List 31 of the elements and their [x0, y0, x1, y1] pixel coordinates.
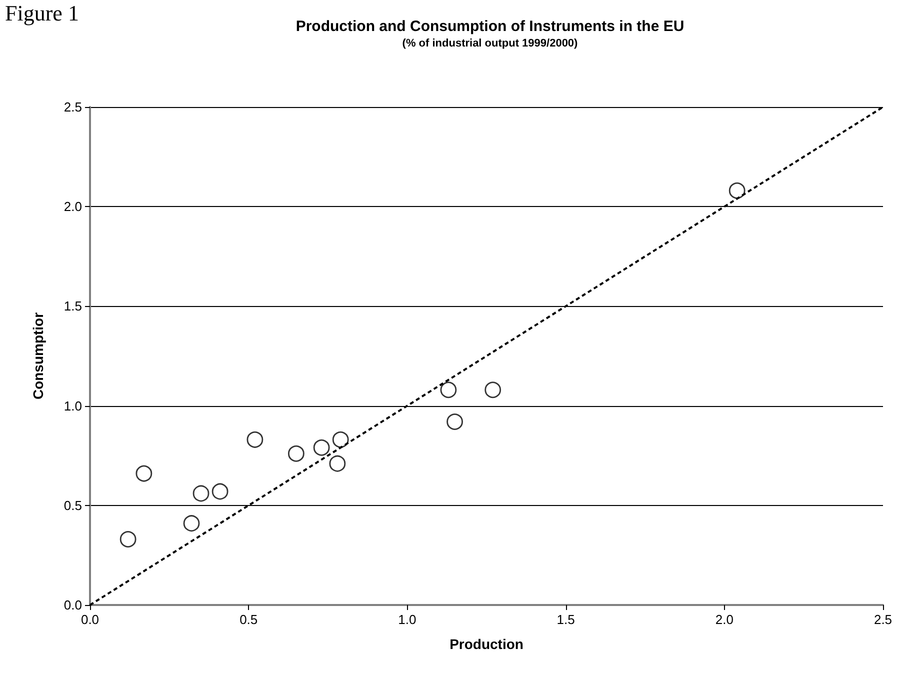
- point: [484, 382, 502, 398]
- y-tick-label: 2.5: [64, 100, 82, 114]
- point: [446, 414, 463, 430]
- point: [332, 431, 349, 448]
- point: [728, 182, 746, 199]
- y-tick-label: 1.5: [64, 298, 82, 314]
- x-tick-label: 2.0: [715, 612, 734, 627]
- point: [288, 445, 304, 462]
- point: [440, 382, 457, 398]
- x-tick-label: 1.0: [398, 612, 416, 627]
- chart-title: Production and Consumption of Instruments in the EU: [296, 18, 684, 35]
- point: [183, 515, 200, 532]
- y-tick-label: 2.0: [64, 199, 82, 214]
- point: [120, 531, 136, 548]
- caption: Figure 1: [5, 0, 79, 26]
- point: [192, 485, 210, 502]
- y-tick-label: 1.0: [64, 398, 82, 414]
- point: [313, 439, 330, 456]
- x-tick-label: 0.5: [240, 612, 258, 627]
- y-tick-label: 0.5: [64, 498, 82, 513]
- point: [329, 455, 346, 472]
- y-tick-label: 0.0: [64, 598, 82, 612]
- chart-subtitle: (% of industrial output 1999/2000): [402, 38, 578, 50]
- x-axis-title: Production: [450, 636, 524, 652]
- x-tick-label: 1.5: [556, 612, 575, 627]
- x-tick-label: 2.5: [874, 612, 892, 627]
- point: [212, 483, 228, 500]
- point: [246, 431, 264, 448]
- point: [136, 465, 152, 482]
- x-tick-label: 0.0: [80, 612, 100, 627]
- y-axis-title: Consumptior: [30, 312, 46, 400]
